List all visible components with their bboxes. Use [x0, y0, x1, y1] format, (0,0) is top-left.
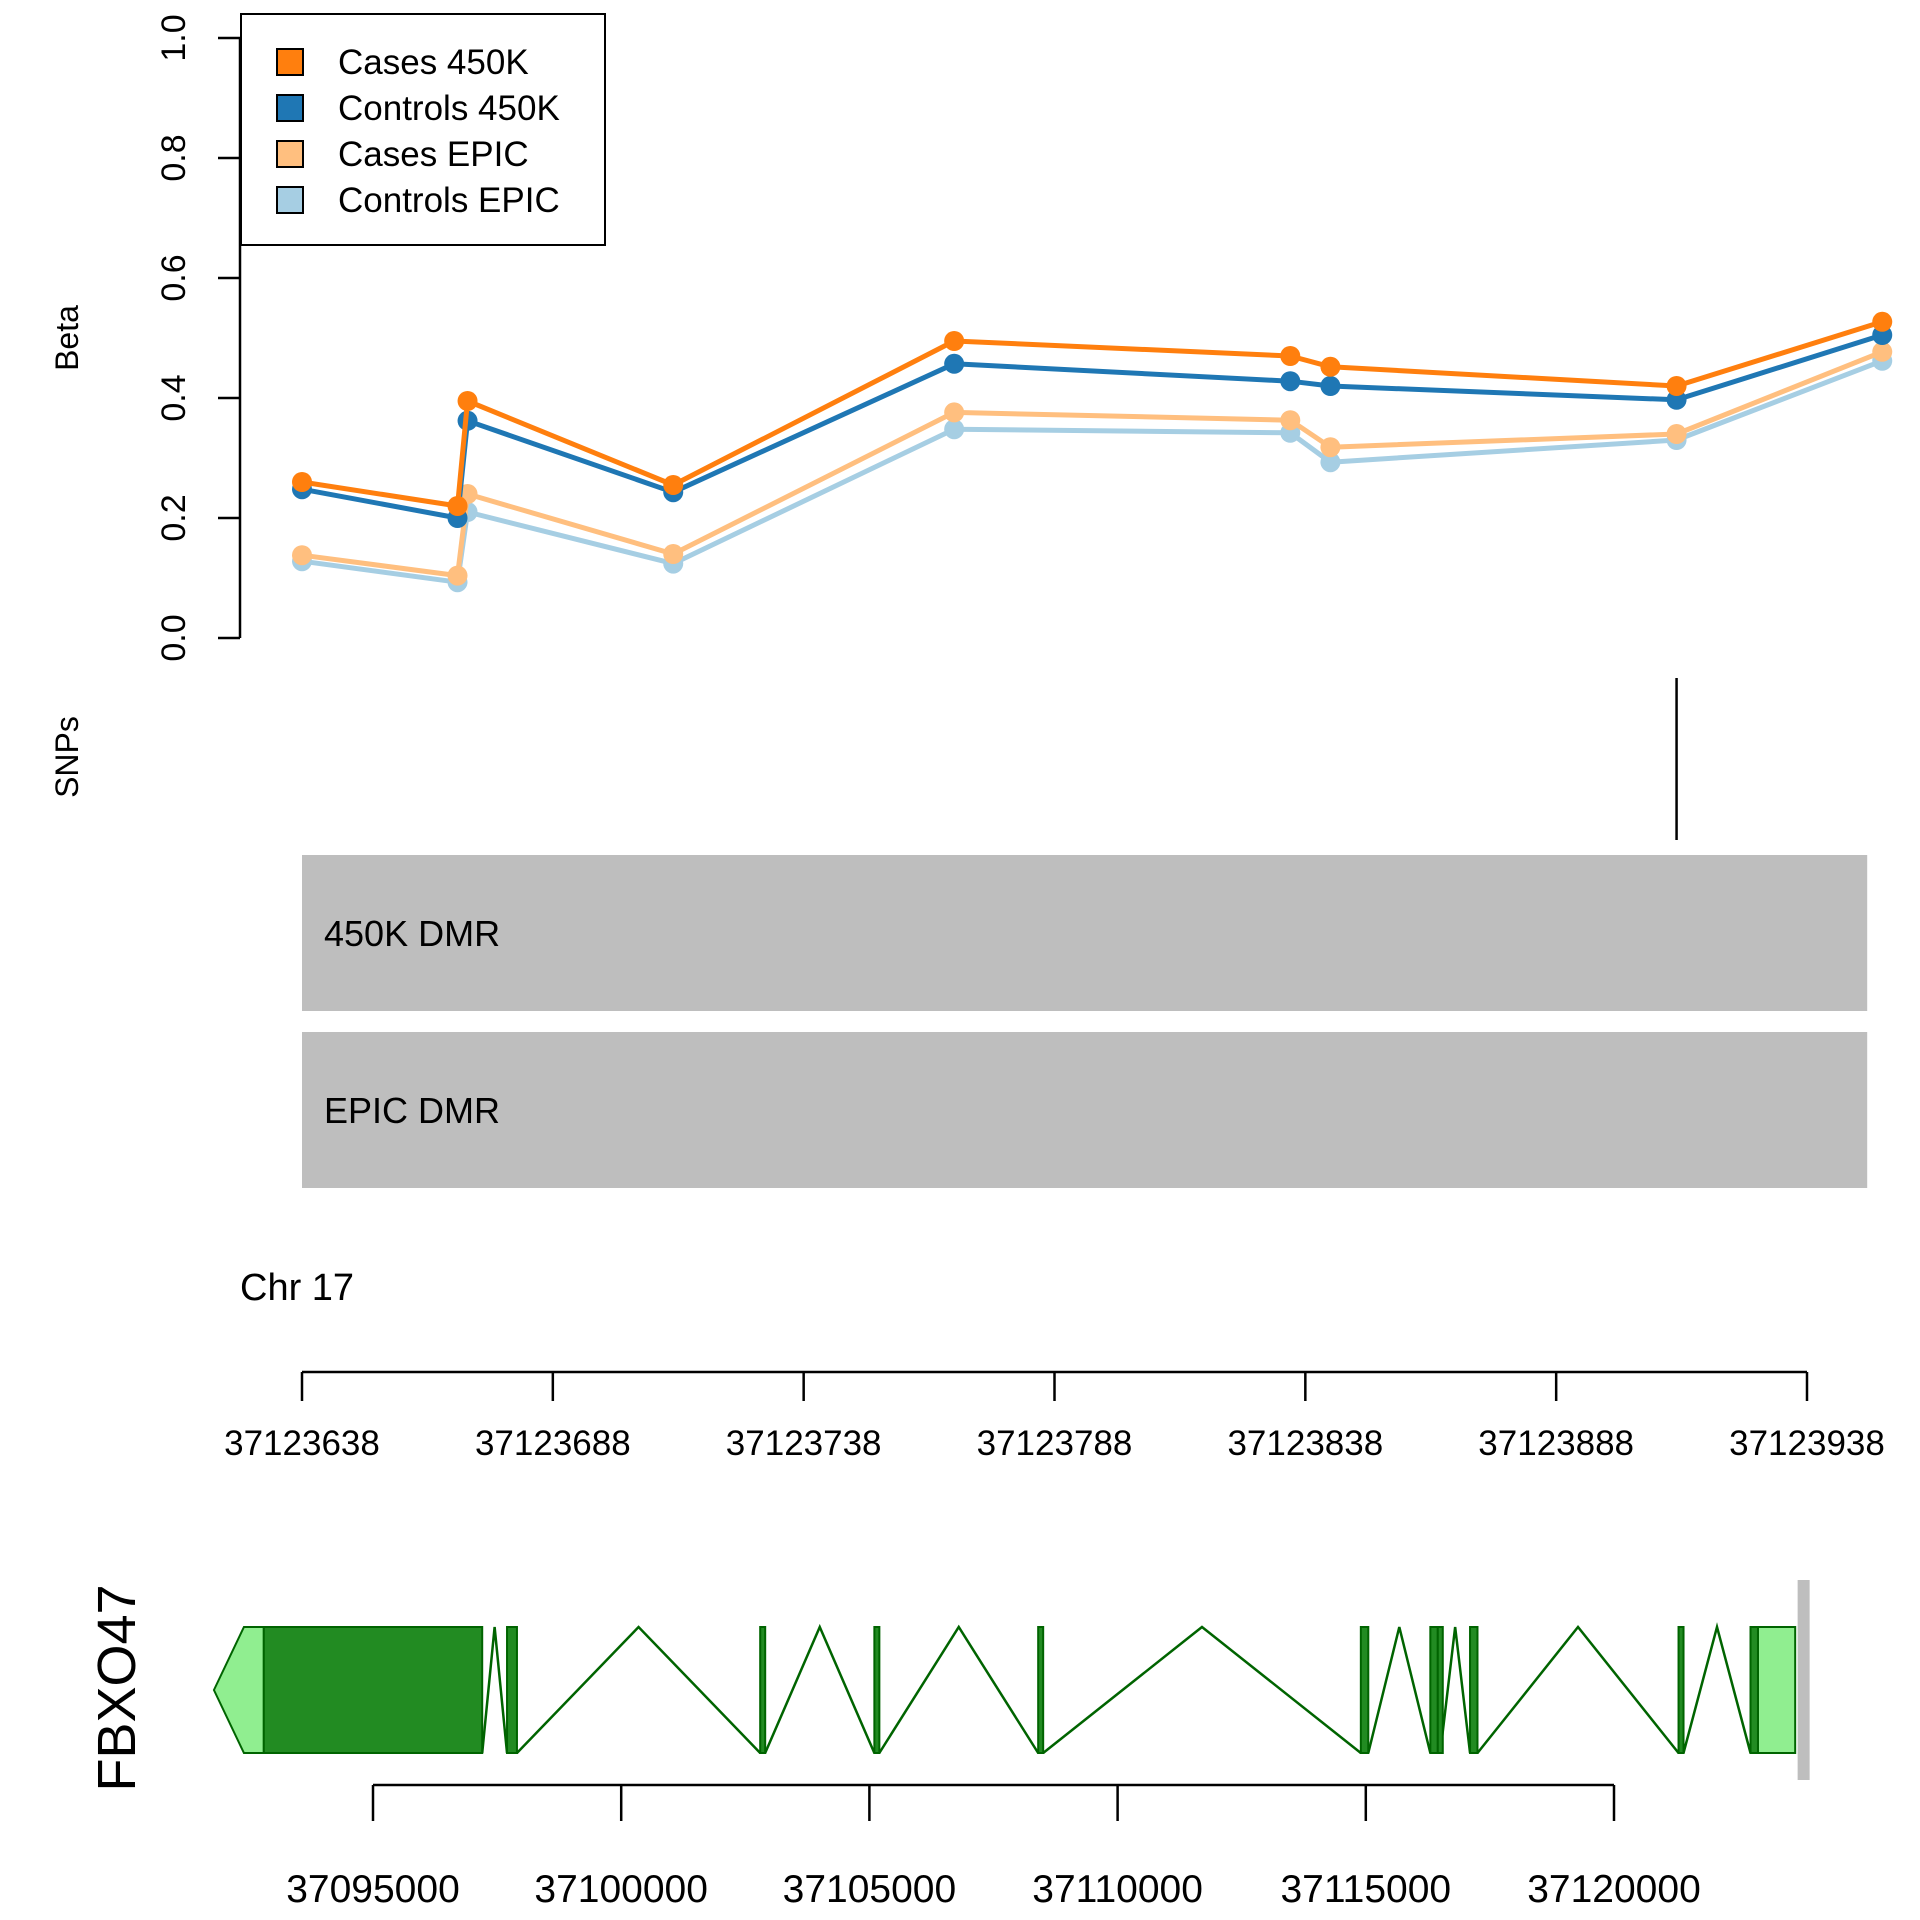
series-line	[301, 332, 1884, 521]
x-tick-label: 37123938	[1729, 1424, 1885, 1463]
legend-label: Controls EPIC	[338, 181, 560, 220]
data-point	[292, 545, 312, 566]
chromosome-axis: 37123638 37123688 37123738 37123788 37123838…	[224, 1370, 1885, 1463]
data-point	[1666, 376, 1687, 396]
data-point	[447, 496, 468, 516]
utr-block	[1756, 1626, 1797, 1754]
gene-label: FBXO47	[87, 1584, 147, 1791]
legend-swatch	[276, 140, 304, 168]
data-point	[1320, 356, 1341, 377]
legend-swatch	[276, 94, 304, 122]
dmr-tracks: 450K DMR EPIC DMR	[302, 855, 1868, 1188]
exon-block	[1469, 1626, 1479, 1754]
gene-x-tick-label: 37120000	[1527, 1868, 1701, 1911]
snp-track-label: SNPs	[49, 716, 85, 798]
legend-label: Cases EPIC	[338, 135, 529, 174]
intron	[1367, 1626, 1432, 1754]
gene-x-tick-label: 37100000	[534, 1868, 708, 1911]
x-tick-label: 37123788	[977, 1424, 1133, 1463]
exon-block	[759, 1626, 767, 1754]
data-point	[944, 353, 965, 374]
exon-block	[1037, 1626, 1045, 1754]
legend-label: Controls 450K	[338, 89, 560, 128]
gene-x-tick-label: 37105000	[783, 1868, 957, 1911]
chromosome-label: Chr 17	[240, 1267, 354, 1309]
intron	[1439, 1626, 1472, 1754]
x-tick-label: 37123688	[475, 1424, 631, 1463]
data-point	[1320, 452, 1341, 473]
intron	[1682, 1622, 1752, 1754]
legend-label: Cases 450K	[338, 43, 529, 82]
y-axis-label: Beta	[49, 305, 85, 371]
exon-block	[1359, 1626, 1370, 1754]
series-line	[301, 358, 1884, 585]
dmr-bar	[302, 855, 1868, 1011]
x-tick-label: 37123838	[1227, 1424, 1383, 1463]
data-point	[944, 402, 965, 423]
intron	[1476, 1624, 1680, 1754]
beta-y-axis: 0.0 0.2 0.4 0.6 0.8 1.0	[155, 14, 242, 662]
data-point	[1872, 311, 1893, 332]
legend: Cases 450K Controls 450K Cases EPIC Control…	[240, 13, 606, 246]
data-point	[944, 331, 965, 351]
dmr-bar	[302, 1032, 1868, 1188]
intron	[1042, 1625, 1362, 1754]
data-point	[292, 472, 312, 492]
y-tick-label: 1.0	[155, 14, 193, 61]
gene-model-fbxo47	[212, 1580, 1810, 1780]
intron	[878, 1624, 1040, 1754]
data-point	[1280, 371, 1301, 392]
beta-series	[292, 311, 1893, 593]
dmr-label: EPIC DMR	[324, 1090, 500, 1131]
data-point	[447, 565, 468, 586]
y-tick-label: 0.4	[155, 374, 193, 421]
data-point	[1666, 389, 1687, 410]
legend-swatch	[276, 48, 304, 76]
exon-block	[1429, 1626, 1439, 1754]
y-tick-label: 0.2	[155, 494, 193, 541]
y-tick-label: 0.8	[155, 134, 193, 181]
exon-block	[506, 1626, 518, 1754]
gene-x-tick-label: 37115000	[1280, 1868, 1451, 1911]
data-point	[663, 544, 684, 564]
intron	[764, 1623, 876, 1754]
intron	[480, 1626, 509, 1754]
data-point	[944, 419, 965, 440]
exon-block	[262, 1626, 484, 1754]
gene-x-tick-label: 37095000	[286, 1868, 460, 1911]
data-point	[1872, 341, 1893, 362]
exon-block	[1749, 1626, 1759, 1754]
data-point	[1320, 437, 1341, 458]
x-tick-label: 37123638	[224, 1424, 380, 1463]
x-tick-label: 37123888	[1478, 1424, 1634, 1463]
utr-block	[212, 1626, 265, 1754]
y-tick-label: 0.0	[155, 614, 193, 661]
dmr-locus-marker	[1797, 1580, 1810, 1780]
exon-block	[1677, 1626, 1685, 1754]
exon-block	[1436, 1626, 1444, 1754]
data-point	[663, 475, 684, 495]
gene-axis: 37095000 37100000 37105000 37110000 37115000…	[286, 1783, 1701, 1911]
intron	[516, 1625, 762, 1754]
data-point	[1666, 424, 1687, 444]
dmr-label: 450K DMR	[324, 913, 500, 954]
data-point	[457, 391, 478, 411]
data-point	[1280, 410, 1301, 431]
y-tick-label: 0.6	[155, 254, 193, 301]
legend-swatch	[276, 186, 304, 214]
data-point	[1280, 346, 1301, 366]
x-tick-label: 37123738	[726, 1424, 882, 1463]
exon-block	[873, 1626, 881, 1754]
data-point	[1320, 376, 1341, 396]
gene-x-tick-label: 37110000	[1032, 1868, 1203, 1911]
